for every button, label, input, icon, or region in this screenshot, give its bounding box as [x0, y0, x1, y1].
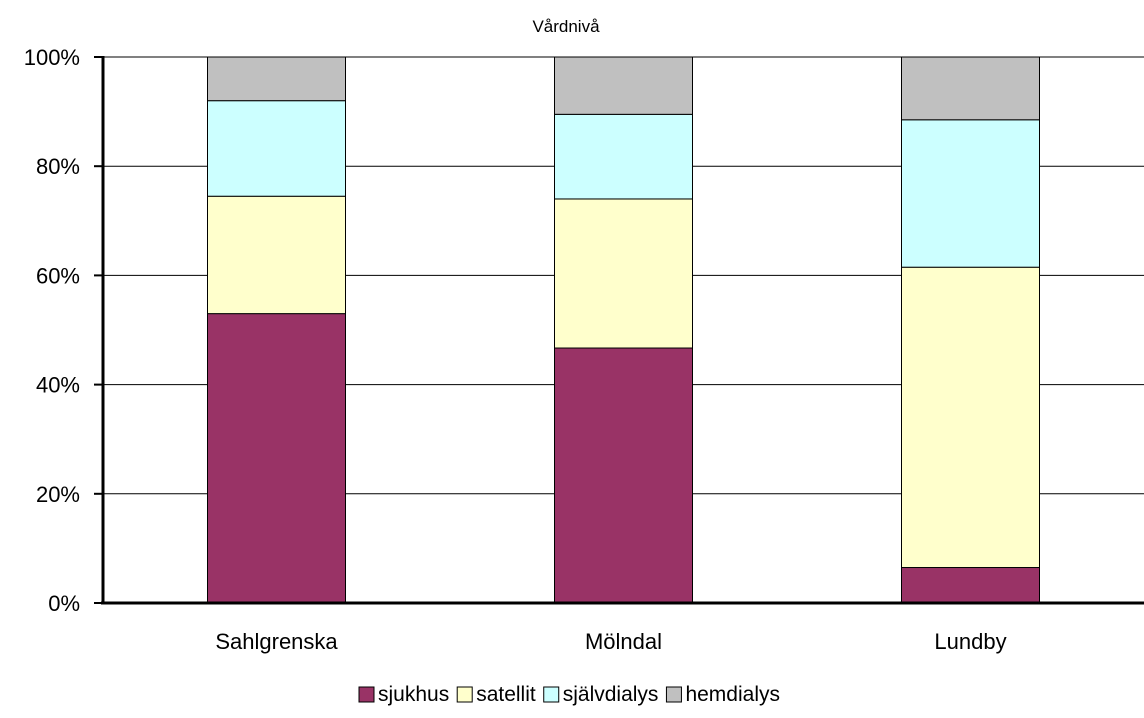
bar-segment-hemdialys	[901, 56, 1040, 121]
bar-segment-hemdialys	[554, 56, 693, 115]
bars	[207, 56, 1040, 604]
bar-segment-satellit	[207, 195, 346, 315]
bar-segment-självdialys	[901, 119, 1040, 268]
y-tick-label: 20%	[36, 482, 80, 507]
bar-segment-självdialys	[554, 113, 693, 200]
bar-segment-sjukhus	[554, 347, 693, 604]
bar-segment-självdialys	[207, 100, 346, 197]
legend-label-satellit: satellit	[476, 683, 536, 706]
bar-segment-sjukhus	[901, 567, 1040, 604]
legend-label-självdialys: självdialys	[563, 683, 659, 706]
bar-segment-satellit	[901, 266, 1040, 569]
y-tick-label: 40%	[36, 373, 80, 398]
legend-label-hemdialys: hemdialys	[685, 683, 780, 706]
bar-segment-sjukhus	[207, 313, 346, 604]
x-category-label: Mölndal	[585, 629, 662, 654]
legend-label-sjukhus: sjukhus	[378, 683, 449, 706]
y-tick-label: 0%	[48, 591, 80, 616]
x-category-label: Lundby	[934, 629, 1006, 654]
legend-swatch-självdialys	[543, 686, 560, 703]
chart-title: Vårdnivå	[532, 17, 600, 36]
y-tick-labels: 0% 20% 40% 60% 80% 100%	[24, 45, 80, 616]
legend: sjukhus satellit självdialys hemdialys	[358, 683, 780, 706]
y-tick-label: 60%	[36, 263, 80, 288]
legend-swatch-satellit	[456, 686, 473, 703]
x-category-labels: Sahlgrenska Mölndal Lundby	[215, 629, 1006, 654]
legend-swatch-hemdialys	[665, 686, 682, 703]
axes	[94, 56, 1144, 605]
x-category-label: Sahlgrenska	[215, 629, 338, 654]
bar-segment-hemdialys	[207, 56, 346, 102]
y-tick-label: 100%	[24, 45, 80, 70]
y-tick-label: 80%	[36, 154, 80, 179]
bar-segment-satellit	[554, 198, 693, 349]
legend-swatch-sjukhus	[358, 686, 375, 703]
